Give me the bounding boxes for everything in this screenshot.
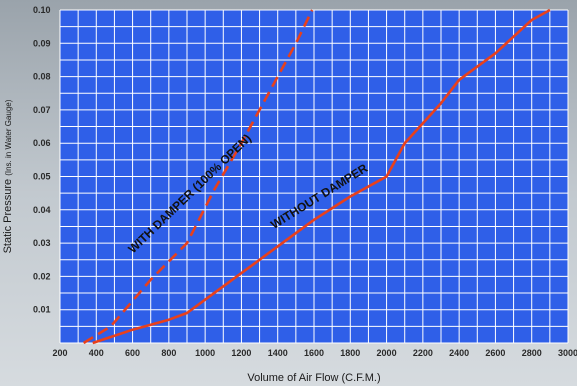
y-tick-label: 0.07: [33, 105, 51, 115]
y-tick-label: 0.06: [33, 138, 51, 148]
y-tick-label: 0.08: [33, 72, 51, 82]
x-tick-label: 2600: [485, 348, 505, 358]
series-line-with-damper: [82, 9, 314, 345]
x-tick-label: 400: [89, 348, 104, 358]
x-tick-label: 1800: [340, 348, 360, 358]
y-axis-label: Static Pressure (Ins. in Water Gauge): [2, 99, 14, 253]
x-tick-label: 1600: [304, 348, 324, 358]
x-tick-label: 200: [52, 348, 67, 358]
y-axis-label-sub: (Ins. in Water Gauge): [4, 99, 13, 176]
x-tick-label: 2800: [522, 348, 542, 358]
x-tick-label: 2200: [413, 348, 433, 358]
x-tick-label: 1200: [231, 348, 251, 358]
y-tick-label: 0.01: [33, 305, 51, 315]
y-tick-label: 0.05: [33, 172, 51, 182]
x-axis-label: Volume of Air Flow (C.F.M.): [247, 372, 380, 384]
series-line-without-damper: [92, 8, 551, 345]
x-tick-label: 3000: [558, 348, 577, 358]
y-tick-label: 0.09: [33, 38, 51, 48]
y-tick-label: 0.10: [33, 5, 51, 15]
x-tick-label: 800: [161, 348, 176, 358]
x-tick-label: 2000: [377, 348, 397, 358]
x-tick-label: 1400: [268, 348, 288, 358]
y-axis-label-main: Static Pressure: [2, 176, 14, 254]
y-tick-label: 0.04: [33, 205, 51, 215]
x-tick-label: 2400: [449, 348, 469, 358]
y-tick-label: 0.03: [33, 238, 51, 248]
x-tick-label: 600: [125, 348, 140, 358]
y-tick-label: 0.02: [33, 271, 51, 281]
x-tick-label: 1000: [195, 348, 215, 358]
